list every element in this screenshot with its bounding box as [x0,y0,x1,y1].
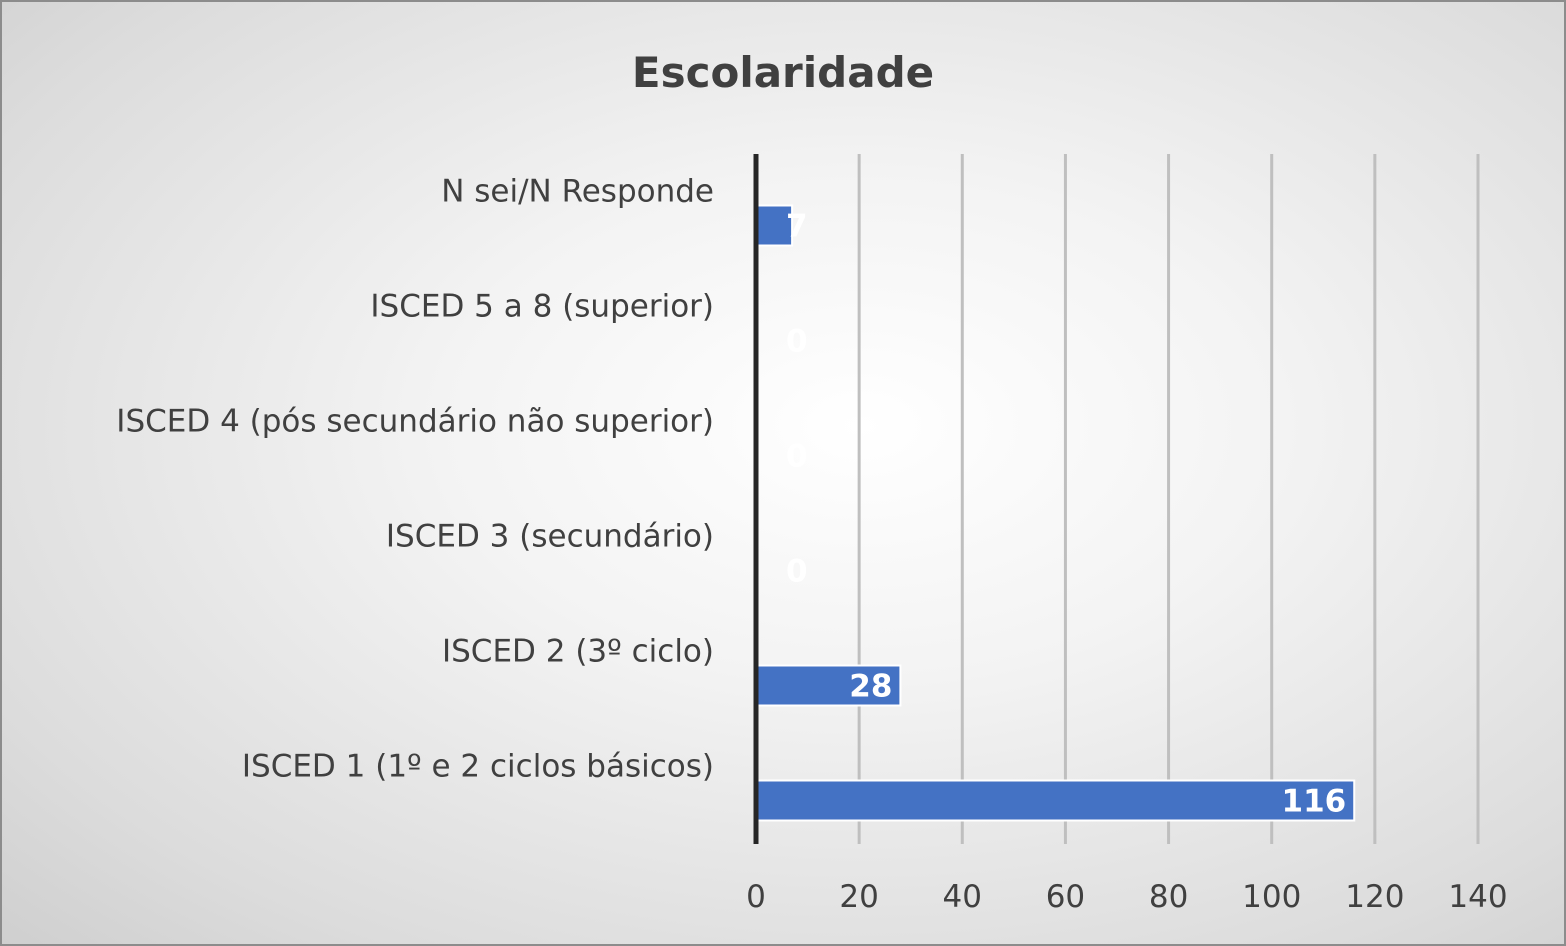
x-tick-label: 80 [1149,879,1188,915]
x-tick-label: 120 [1345,879,1404,915]
data-labels: 116 28 0 0 0 7 [786,209,1346,820]
x-tick-labels: 0 20 40 60 80 100 120 140 [746,879,1507,915]
bars [755,204,1356,822]
x-tick-label: 0 [746,879,766,915]
gridlines [857,154,1480,844]
x-tick-label: 20 [839,879,878,915]
data-label: 0 [786,554,808,590]
bar [755,779,1356,822]
category-label: ISCED 1 (1º e 2 ciclos básicos) [242,749,714,785]
category-label: N sei/N Responde [441,174,714,210]
data-label: 0 [786,439,808,475]
category-labels: ISCED 1 (1º e 2 ciclos básicos) ISCED 2 (… [116,174,714,785]
category-label: ISCED 3 (secundário) [386,519,714,555]
x-tick-label: 40 [943,879,982,915]
data-label: 7 [786,209,808,245]
data-label: 0 [786,324,808,360]
data-label: 116 [1282,784,1347,820]
chart-title: Escolaridade [632,48,934,97]
category-label: ISCED 4 (pós secundário não superior) [116,404,714,440]
category-label: ISCED 2 (3º ciclo) [442,634,714,670]
category-label: ISCED 5 a 8 (superior) [370,289,714,325]
data-label: 28 [849,669,892,705]
x-tick-label: 60 [1046,879,1085,915]
bar [755,204,794,247]
x-tick-label: 100 [1242,879,1301,915]
x-tick-label: 140 [1448,879,1507,915]
